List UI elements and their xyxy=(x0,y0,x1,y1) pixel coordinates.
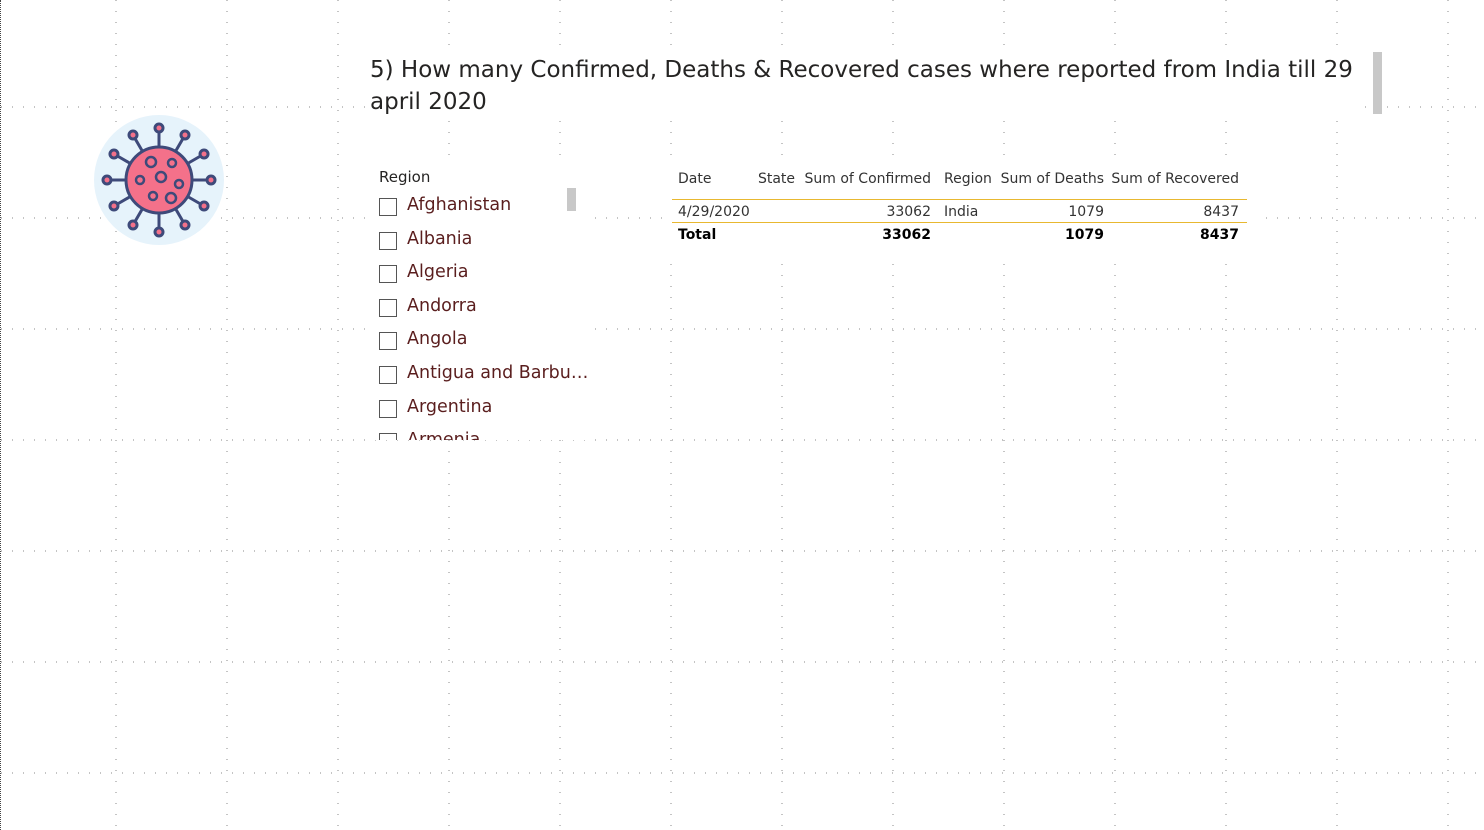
checkbox[interactable] xyxy=(379,231,397,250)
item-label: Armenia xyxy=(407,430,480,440)
data-table: Date State Sum of Confirmed Region Sum of De… xyxy=(666,160,1256,255)
spike-tip xyxy=(179,129,191,141)
checkbox[interactable] xyxy=(379,298,397,317)
slicer-title: Region xyxy=(379,168,431,186)
column-header: Sum of Confirmed xyxy=(804,171,931,187)
column-header: Sum of Recovered xyxy=(1111,171,1239,187)
checkbox[interactable] xyxy=(379,198,397,216)
table-cell: 8437 xyxy=(1203,204,1239,220)
item-label: Antigua and Barbu… xyxy=(407,363,589,383)
item-label: Albania xyxy=(407,228,473,249)
item-label: Angola xyxy=(407,329,468,350)
item-label: Argentina xyxy=(407,396,493,417)
checkbox[interactable] xyxy=(379,399,397,418)
total-cell: Total xyxy=(678,227,717,243)
column-header: Date xyxy=(678,171,712,187)
spike-tip xyxy=(179,219,191,231)
spike-tip xyxy=(153,122,165,134)
header-rule xyxy=(672,199,1247,200)
column-header: Sum of Deaths xyxy=(1000,171,1104,187)
region-slicer: Region Afghanistan Albania Algeria Andorra A… xyxy=(371,160,591,440)
checkbox[interactable] xyxy=(379,366,397,384)
spike-tip xyxy=(108,200,120,212)
checkbox[interactable] xyxy=(379,332,397,351)
spike-tip xyxy=(127,219,139,231)
spike-tip xyxy=(198,148,210,160)
total-rule xyxy=(672,222,1247,223)
table-cell: 1079 xyxy=(1068,204,1104,220)
spike-tip xyxy=(198,200,210,212)
spike-tip xyxy=(127,129,139,141)
total-cell: 1079 xyxy=(1065,227,1104,243)
total-cell: 8437 xyxy=(1200,227,1239,243)
slicer-scrollbar[interactable] xyxy=(567,188,576,211)
spike-tip xyxy=(101,174,113,186)
item-label: Andorra xyxy=(407,295,477,316)
table-cell: 33062 xyxy=(886,204,931,220)
spike-tip xyxy=(153,226,165,238)
checkbox[interactable] xyxy=(379,265,397,284)
scrollbar[interactable] xyxy=(1373,52,1382,114)
item-label: Algeria xyxy=(407,262,469,283)
spike-tip xyxy=(205,174,217,186)
page-title: 5) How many Confirmed, Deaths & Recovere… xyxy=(370,54,1360,118)
spike-tip xyxy=(108,148,120,160)
column-header: State xyxy=(757,171,795,187)
column-header: Region xyxy=(944,171,992,187)
table-cell: 4/29/2020 xyxy=(678,204,750,220)
virus-icon xyxy=(94,115,224,245)
total-cell: 33062 xyxy=(882,227,931,243)
item-label: Afghanistan xyxy=(407,195,512,215)
checkbox[interactable] xyxy=(379,433,397,440)
table-cell: India xyxy=(944,204,979,220)
